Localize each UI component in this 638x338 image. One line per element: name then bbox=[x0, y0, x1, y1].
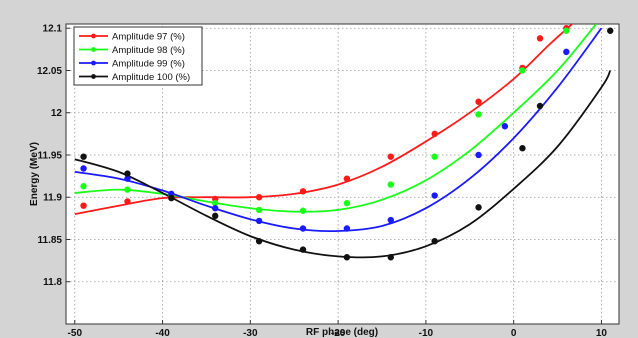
data-point bbox=[299, 207, 307, 214]
series-points bbox=[80, 25, 614, 261]
data-point bbox=[607, 27, 614, 34]
data-point bbox=[80, 202, 87, 209]
series-line-3 bbox=[74, 27, 603, 233]
y-tick-label: 11.9 bbox=[43, 193, 62, 204]
x-tick-label: -40 bbox=[155, 328, 170, 338]
y-tick-label: 11.95 bbox=[38, 150, 63, 161]
data-point bbox=[387, 181, 394, 188]
legend-marker bbox=[91, 33, 96, 39]
data-point bbox=[299, 188, 307, 195]
x-tick-label: 10 bbox=[596, 328, 608, 338]
legend-label: Amplitude 98 (%) bbox=[112, 45, 185, 56]
x-tick-label: -50 bbox=[68, 328, 83, 338]
x-tick-label: 0 bbox=[511, 328, 517, 338]
data-point bbox=[255, 194, 263, 201]
data-point bbox=[563, 48, 570, 56]
y-tick-label: 12.1 bbox=[43, 24, 63, 35]
data-point bbox=[212, 212, 219, 220]
x-axis-label: RF phase (deg) bbox=[306, 327, 378, 338]
legend-label: Amplitude 99 (%) bbox=[112, 58, 185, 69]
y-tick-label: 12.05 bbox=[37, 66, 62, 77]
data-point bbox=[431, 130, 438, 138]
data-point bbox=[563, 27, 570, 34]
data-point bbox=[475, 98, 482, 105]
data-point bbox=[431, 192, 438, 199]
series-lines bbox=[74, 24, 612, 259]
legend-label: Amplitude 97 (%) bbox=[112, 31, 185, 42]
data-point bbox=[124, 175, 131, 182]
data-point bbox=[536, 102, 544, 110]
data-point bbox=[80, 165, 87, 172]
data-point bbox=[212, 199, 219, 207]
data-point bbox=[475, 151, 482, 159]
data-point bbox=[124, 198, 131, 205]
data-point bbox=[431, 237, 438, 245]
data-point bbox=[387, 254, 394, 261]
data-point bbox=[255, 217, 263, 225]
data-point bbox=[387, 216, 394, 224]
y-tick-label: 11.8 bbox=[43, 277, 62, 288]
data-point bbox=[519, 145, 526, 152]
data-point bbox=[80, 153, 87, 160]
legend: Amplitude 97 (%) Amplitude 98 (%) Amplitud… bbox=[73, 26, 203, 86]
data-point bbox=[387, 153, 394, 160]
data-point bbox=[501, 123, 509, 130]
y-axis-label: Energy (MeV) bbox=[29, 142, 40, 206]
y-tick-labels: 11.8 11.85 11.9 11.95 12 12.05 12.1 bbox=[37, 24, 62, 289]
data-point bbox=[343, 225, 351, 232]
data-point bbox=[212, 205, 219, 212]
data-point bbox=[343, 199, 351, 207]
data-point bbox=[255, 237, 263, 245]
data-point bbox=[475, 204, 482, 211]
legend-marker bbox=[91, 60, 96, 66]
data-point bbox=[343, 254, 351, 261]
data-point bbox=[475, 111, 482, 118]
x-tick-label: -10 bbox=[419, 328, 434, 338]
plot-area bbox=[74, 24, 614, 261]
data-point bbox=[299, 225, 307, 232]
data-point bbox=[124, 186, 131, 193]
x-tick-label: -20 bbox=[331, 328, 346, 338]
series-line-4 bbox=[74, 70, 612, 259]
y-tick-label: 12 bbox=[51, 108, 63, 119]
data-point bbox=[431, 153, 438, 160]
x-tick-label: -30 bbox=[243, 328, 258, 338]
data-point bbox=[255, 206, 263, 214]
data-point bbox=[519, 67, 526, 74]
series-line-1 bbox=[74, 24, 574, 215]
data-point bbox=[536, 35, 544, 42]
legend-label: Amplitude 100 (%) bbox=[112, 72, 190, 83]
data-point bbox=[80, 183, 87, 190]
x-tick-labels: -50 -40 -30 -20 -10 0 10 bbox=[68, 328, 608, 338]
data-point bbox=[124, 170, 131, 177]
data-point bbox=[299, 246, 307, 253]
data-point bbox=[168, 194, 175, 202]
legend-marker bbox=[91, 47, 96, 52]
y-tick-label: 11.85 bbox=[38, 235, 63, 246]
data-point bbox=[343, 175, 351, 182]
legend-marker bbox=[91, 74, 96, 79]
